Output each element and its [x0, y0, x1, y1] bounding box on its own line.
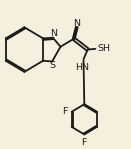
Text: N: N: [50, 29, 57, 38]
Text: N: N: [74, 19, 81, 28]
Text: SH: SH: [98, 44, 111, 53]
Text: F: F: [62, 107, 68, 115]
Text: S: S: [50, 61, 56, 70]
Text: HN: HN: [75, 63, 89, 72]
Text: F: F: [81, 138, 86, 147]
